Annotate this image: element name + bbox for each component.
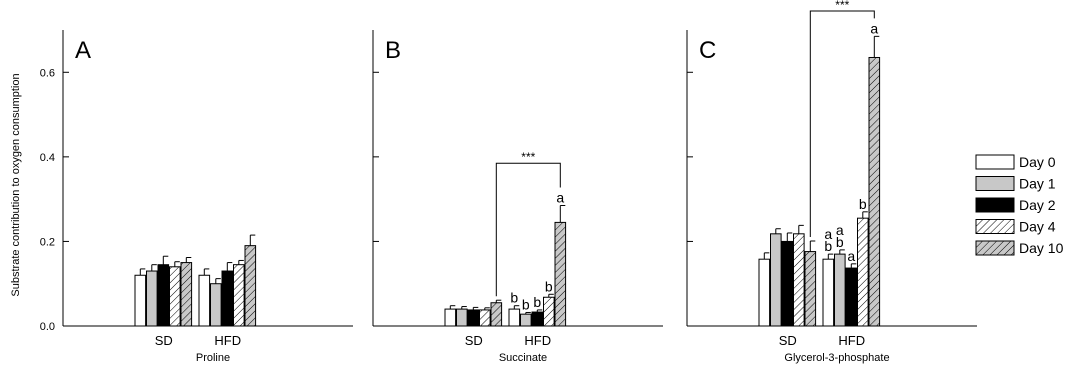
significance-bracket — [809, 10, 875, 238]
legend-swatch — [975, 176, 1015, 191]
significance-letter: b — [545, 278, 553, 294]
category-label: SD — [779, 333, 797, 348]
bar-hfd-day-10 — [244, 245, 257, 327]
bar-hfd-day-4 — [857, 217, 869, 327]
x-axis-label: Succinate — [499, 352, 547, 364]
bar-hfd-day-4 — [543, 296, 555, 327]
bar-hfd-day-2 — [221, 270, 234, 327]
panel-letter: B — [385, 37, 401, 64]
category-label: SD — [465, 333, 483, 348]
significance-letter: b — [859, 196, 867, 212]
bar-hfd-day-4 — [233, 264, 245, 327]
legend-label: Day 1 — [1019, 176, 1056, 192]
significance-bracket — [495, 162, 561, 297]
legend-swatch — [975, 154, 1015, 170]
bar-sd-day-0 — [134, 274, 147, 327]
bar-sd-day-1 — [456, 308, 468, 327]
legend: Day 0 Day 1 Day 2 Day 4 Day 10 — [975, 154, 1064, 256]
bar-sd-day-10 — [180, 262, 193, 327]
bar-sd-day-0 — [758, 258, 771, 327]
y-axis-label: Substrate contribution to oxygen consump… — [10, 73, 22, 296]
panel-a: 0.0 0.2 0.4 0.6 A SD HFD Proline — [40, 30, 353, 364]
significance-letter: a — [836, 222, 844, 238]
legend-swatch — [975, 197, 1015, 213]
bar-sd-day-10 — [490, 302, 503, 327]
bar-sd-day-4 — [479, 309, 491, 327]
bar-sd-day-2 — [781, 240, 794, 327]
significance-letter: b — [836, 234, 844, 250]
legend-label: Day 4 — [1019, 219, 1056, 235]
legend-swatch — [975, 219, 1015, 234]
bar-hfd-day-10 — [554, 221, 567, 327]
significance-letter: b — [510, 290, 518, 306]
bar-hfd-day-2 — [845, 267, 858, 327]
bar-hfd-day-0 — [508, 308, 521, 327]
y-tick-label: 0.6 — [40, 67, 55, 79]
bar-sd-day-4 — [793, 233, 805, 327]
bar-sd-day-2 — [467, 309, 480, 327]
y-tick-label: 0.2 — [40, 236, 55, 248]
category-label: SD — [155, 333, 173, 348]
x-axis-label: Glycerol-3-phosphate — [784, 352, 889, 364]
bar-hfd-day-1 — [210, 283, 222, 327]
bar-sd-day-1 — [146, 270, 158, 327]
bar-hfd-day-1 — [520, 313, 532, 327]
bar-sd-day-0 — [444, 308, 457, 327]
panel-letter: C — [699, 37, 716, 64]
x-axis-label: Proline — [196, 352, 230, 364]
legend-label: Day 2 — [1019, 197, 1056, 213]
legend-label: Day 10 — [1019, 240, 1064, 256]
significance-letter: a — [870, 20, 878, 36]
significance-letter: b — [522, 296, 530, 312]
legend-label: Day 0 — [1019, 154, 1056, 170]
bar-sd-day-10 — [804, 251, 817, 327]
significance-letter: a — [556, 189, 564, 205]
bar-hfd-day-2 — [531, 311, 544, 327]
significance-letter: b — [533, 294, 541, 310]
significance-letter: a — [847, 248, 855, 264]
legend-swatch — [975, 240, 1015, 256]
bar-sd-day-2 — [157, 264, 170, 327]
significance-letter: b — [824, 238, 832, 254]
bar-hfd-day-0 — [198, 274, 211, 327]
y-tick-label: 0.4 — [40, 152, 55, 164]
category-label: HFD — [524, 333, 551, 348]
bar-hfd-day-1 — [834, 253, 846, 327]
category-label: HFD — [214, 333, 241, 348]
panel-letter: A — [75, 37, 91, 64]
y-tick-label: 0.0 — [40, 321, 55, 333]
significance-stars: *** — [521, 150, 535, 164]
bar-sd-day-4 — [169, 266, 181, 327]
significance-stars: *** — [835, 0, 849, 12]
bar-hfd-day-0 — [822, 258, 835, 327]
significance-letter: a — [824, 226, 832, 242]
category-label: HFD — [838, 333, 865, 348]
bar-hfd-day-10 — [868, 56, 881, 327]
bar-sd-day-1 — [770, 233, 782, 327]
